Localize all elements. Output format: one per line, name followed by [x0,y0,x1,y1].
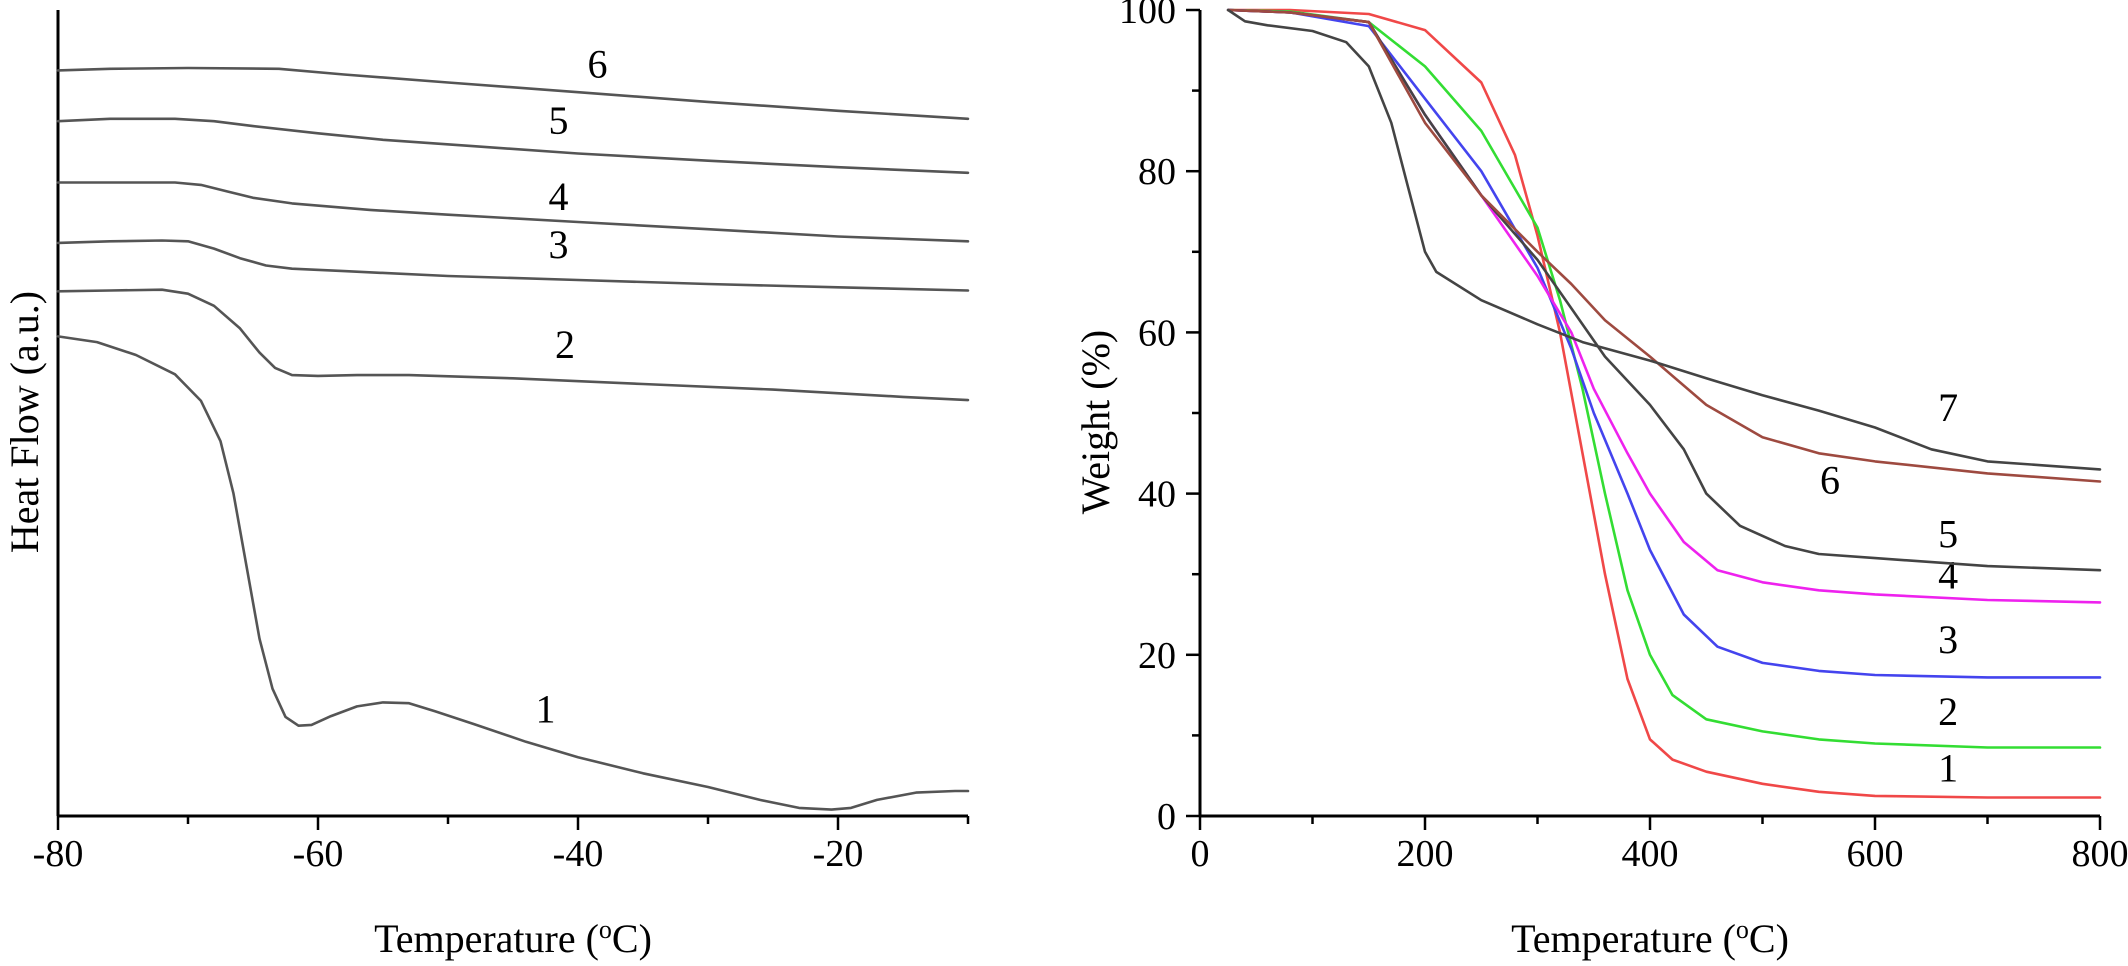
series-line-5 [1226,8,2102,572]
heat-flow-chart: -80 -60 -40 -20 Temperature (oC) Heat Flow (a… [2,10,970,962]
series-label-5: 5 [549,98,569,143]
series-line-3 [1226,8,2102,679]
y-tick-label: 20 [1138,635,1176,677]
y-axis-title: Heat Flow (a.u.) [2,291,47,553]
series-line-6 [1226,8,2102,483]
series-line-1 [56,335,970,811]
series-label-2: 2 [1938,689,1958,734]
y-tick-label: 100 [1119,0,1176,32]
x-tick-label: -60 [293,833,344,875]
x-tick-label: 0 [1191,833,1210,875]
series-label-4: 4 [1938,553,1958,598]
series-label-4: 4 [549,174,569,219]
weight-loss-chart: 0 200 400 600 800 0 20 40 60 80 100 Temperature (oC… [1073,0,2128,961]
x-tick-label: 400 [1622,833,1679,875]
series-label-2: 2 [555,322,575,367]
series-line-4 [1226,8,2102,604]
series-line-5 [56,117,970,175]
series-label-7: 7 [1938,385,1958,430]
series-line-2 [1226,8,2102,749]
series-line-4 [56,181,970,243]
x-axis-title: Temperature (oC) [1511,915,1789,962]
y-tick-label: 80 [1138,151,1176,193]
series-label-5: 5 [1938,512,1958,557]
y-tick-label: 60 [1138,312,1176,354]
series-label-1: 1 [536,687,556,732]
series-line-1 [1226,8,2102,799]
series-line-6 [56,66,970,121]
series-label-1: 1 [1938,745,1958,790]
series-line-7 [1226,8,2102,471]
series-label-3: 3 [549,222,569,267]
x-tick-label: -80 [33,833,84,875]
x-tick-label: 800 [2072,833,2128,875]
series-line-2 [56,288,970,402]
x-tick-label: -20 [813,833,864,875]
x-tick-label: -40 [553,833,604,875]
y-axis-title: Weight (%) [1073,330,1118,515]
series-label-3: 3 [1938,617,1958,662]
y-tick-label: 0 [1157,796,1176,838]
y-tick-label: 40 [1138,474,1176,516]
x-tick-label: 600 [1847,833,1904,875]
x-axis-title: Temperature (oC) [374,915,652,962]
series-label-6: 6 [1820,458,1840,503]
series-line-3 [56,239,970,292]
x-tick-label: 200 [1397,833,1454,875]
series-label-6: 6 [588,42,608,87]
